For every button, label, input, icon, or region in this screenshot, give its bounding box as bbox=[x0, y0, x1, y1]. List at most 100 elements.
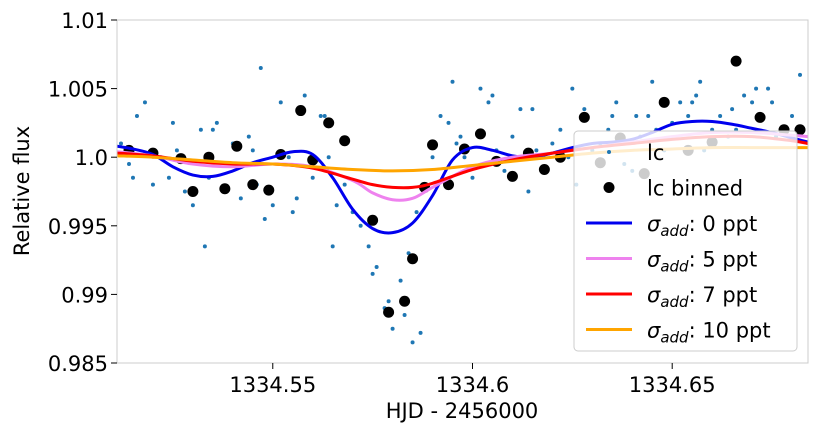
binned-point bbox=[538, 164, 550, 176]
lc-point bbox=[486, 100, 491, 105]
lc-point bbox=[170, 120, 175, 125]
lc-point bbox=[690, 100, 695, 105]
lc-point bbox=[130, 175, 135, 180]
binned-point bbox=[578, 111, 590, 123]
y-tick-label: 1.01 bbox=[61, 9, 108, 33]
lc-point bbox=[678, 100, 683, 105]
binned-point bbox=[407, 253, 419, 265]
y-tick-label: 0.995 bbox=[48, 215, 108, 239]
lc-point bbox=[250, 148, 255, 153]
lc-point bbox=[526, 189, 531, 194]
binned-point bbox=[263, 184, 275, 196]
binned-point bbox=[247, 179, 259, 191]
lc-point bbox=[302, 93, 307, 98]
lc-point bbox=[174, 148, 179, 153]
lc-point bbox=[458, 134, 463, 139]
lc-point bbox=[646, 114, 651, 119]
lc-point bbox=[330, 244, 335, 249]
lc-point bbox=[262, 216, 267, 221]
lc-point bbox=[294, 196, 299, 201]
lc-point bbox=[270, 203, 275, 208]
lc-point bbox=[210, 127, 215, 132]
binned-point bbox=[658, 96, 670, 108]
lc-point bbox=[118, 141, 123, 146]
legend-marker-lc bbox=[607, 150, 611, 154]
lc-point bbox=[610, 114, 615, 119]
lc-point bbox=[502, 168, 507, 173]
lc-point bbox=[370, 271, 375, 276]
lc-point bbox=[258, 66, 263, 71]
binned-point bbox=[754, 111, 766, 123]
lc-point bbox=[190, 203, 195, 208]
x-axis-ticks: 1334.55 1334.6 1334.65 bbox=[229, 363, 716, 397]
lc-point bbox=[366, 244, 371, 249]
lc-point bbox=[142, 100, 147, 105]
legend-label: lc binned bbox=[647, 177, 743, 201]
lc-point bbox=[342, 182, 347, 187]
lc-point bbox=[698, 79, 703, 84]
y-tick-label: 0.985 bbox=[48, 352, 108, 376]
lc-point bbox=[582, 107, 587, 112]
lc-point bbox=[278, 100, 283, 105]
lc-point bbox=[446, 120, 451, 125]
lc-point bbox=[650, 79, 655, 84]
lc-point bbox=[134, 114, 139, 119]
lc-point bbox=[550, 141, 555, 146]
binned-point bbox=[219, 183, 231, 195]
lc-point bbox=[386, 299, 391, 304]
binned-point bbox=[443, 179, 455, 191]
lc-point bbox=[478, 86, 483, 91]
legend-label: σadd: 10 ppt bbox=[647, 319, 771, 347]
legend-marker-binned bbox=[603, 182, 615, 193]
x-tick-label: 1334.6 bbox=[436, 373, 509, 397]
lc-point bbox=[402, 312, 407, 317]
lc-point bbox=[570, 86, 575, 91]
lc-point bbox=[286, 155, 291, 160]
lc-point bbox=[126, 162, 131, 167]
lc-point bbox=[742, 93, 747, 98]
lc-point bbox=[754, 86, 759, 91]
binned-point bbox=[295, 105, 307, 117]
lc-point bbox=[246, 134, 251, 139]
x-tick-label: 1334.55 bbox=[229, 373, 316, 397]
legend-box bbox=[573, 130, 798, 352]
lc-point bbox=[290, 210, 295, 215]
binned-point bbox=[383, 306, 395, 318]
lc-point bbox=[398, 278, 403, 283]
lc-point bbox=[694, 93, 699, 98]
binned-point bbox=[794, 124, 806, 136]
binned-point bbox=[231, 140, 243, 152]
lc-point bbox=[166, 175, 171, 180]
binned-point bbox=[187, 186, 199, 197]
model-line-0 bbox=[117, 119, 808, 235]
lc-point bbox=[718, 114, 723, 119]
legend-label: σadd: 0 ppt bbox=[647, 212, 757, 240]
binned-point bbox=[339, 135, 351, 147]
lc-point bbox=[414, 210, 419, 215]
lc-point bbox=[510, 134, 515, 139]
lc-point bbox=[198, 127, 203, 132]
binned-point bbox=[730, 55, 742, 67]
legend-label: σadd: 5 ppt bbox=[647, 248, 757, 276]
lc-point bbox=[530, 107, 535, 112]
y-axis-ticks: 0.985 0.99 0.995 1.0 1.005 1.01 bbox=[48, 9, 117, 376]
lc-point bbox=[790, 114, 795, 119]
lc-point bbox=[558, 127, 563, 132]
binned-point bbox=[323, 117, 335, 129]
lc-point bbox=[410, 340, 415, 345]
binned-point bbox=[427, 139, 439, 151]
lc-point bbox=[322, 114, 327, 119]
legend-label: lc bbox=[647, 141, 664, 165]
lc-point bbox=[318, 114, 323, 119]
lc-point bbox=[326, 155, 331, 160]
lc-point bbox=[766, 86, 771, 91]
lc-point bbox=[450, 79, 455, 84]
lc-point bbox=[634, 114, 639, 119]
x-axis-label: HJD - 2456000 bbox=[386, 399, 539, 423]
lc-point bbox=[770, 100, 775, 105]
lc-point bbox=[358, 223, 363, 228]
lc-point bbox=[462, 155, 467, 160]
lc-point bbox=[614, 100, 619, 105]
lc-point bbox=[202, 244, 207, 249]
